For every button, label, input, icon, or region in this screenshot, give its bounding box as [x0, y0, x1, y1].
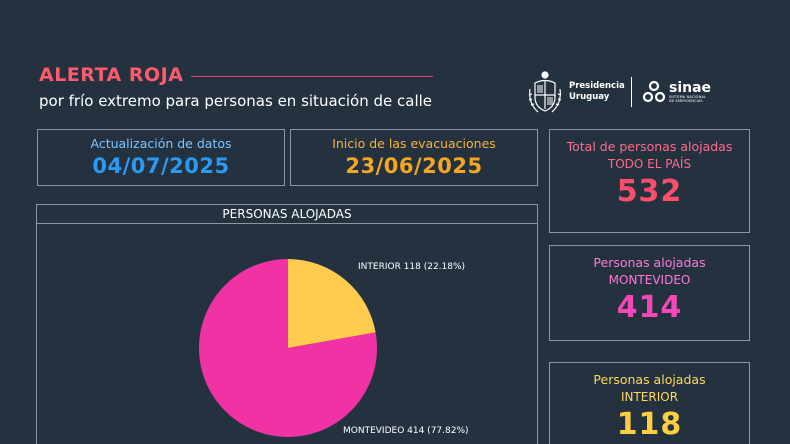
montevideo-value: 414: [616, 290, 683, 325]
alert-title: ALERTA ROJA: [39, 64, 184, 86]
uruguay-seal-icon: [528, 71, 562, 113]
chart-title: PERSONAS ALOJADAS: [37, 205, 537, 224]
update-date-value: 04/07/2025: [92, 154, 230, 178]
interior-sub: INTERIOR: [620, 390, 679, 404]
pie-slice-interior[interactable]: [288, 259, 376, 348]
montevideo-sub: MONTEVIDEO: [608, 273, 691, 287]
title-underline: [191, 75, 434, 77]
presidencia-logo-text: Presidencia Uruguay: [569, 81, 625, 103]
pie-label-interior: INTERIOR 118 (22.18%): [358, 262, 465, 272]
montevideo-box: Personas alojadas MONTEVIDEO 414: [549, 245, 750, 341]
start-date-value: 23/06/2025: [345, 154, 483, 178]
logos: Presidencia Uruguay sinae SISTEMA NACION…: [526, 66, 735, 118]
interior-label: Personas alojadas: [593, 372, 706, 387]
logo-separator: [631, 77, 632, 107]
pie-label-montevideo: MONTEVIDEO 414 (77.82%): [343, 426, 469, 436]
uruguay-line: Uruguay: [569, 92, 610, 102]
sinae-name: sinae: [669, 79, 712, 96]
montevideo-label: Personas alojadas: [593, 255, 706, 270]
presidencia-line: Presidencia: [569, 81, 625, 91]
pie-slice-montevideo[interactable]: [198, 259, 377, 437]
start-date-label: Inicio de las evacuaciones: [332, 136, 496, 151]
update-date-label: Actualización de datos: [90, 136, 232, 151]
chart-panel: PERSONAS ALOJADAS INTERIOR 118 (22.18%) …: [36, 204, 538, 444]
total-label: Total de personas alojadas: [566, 139, 733, 154]
pie-chart: INTERIOR 118 (22.18%) MONTEVIDEO 414 (77…: [198, 259, 469, 437]
total-sub: TODO EL PAÍS: [607, 157, 692, 171]
sinae-sub-2: DE EMERGENCIAS: [669, 99, 703, 103]
sinae-logo-text: sinae SISTEMA NACIONAL DE EMERGENCIAS: [669, 81, 735, 103]
total-value: 532: [616, 174, 683, 209]
interior-value: 118: [616, 407, 683, 442]
alert-subtitle: por frío extremo para personas en situac…: [39, 92, 433, 110]
title-row: ALERTA ROJA: [39, 64, 434, 86]
sinae-sub-1: SISTEMA NACIONAL: [669, 94, 707, 99]
sinae-logo-icon: [642, 80, 666, 103]
total-box: Total de personas alojadas TODO EL PAÍS …: [549, 129, 750, 233]
interior-box: Personas alojadas INTERIOR 118: [549, 362, 750, 444]
start-date-box: Inicio de las evacuaciones 23/06/2025: [290, 129, 538, 186]
update-date-box: Actualización de datos 04/07/2025: [37, 129, 285, 186]
